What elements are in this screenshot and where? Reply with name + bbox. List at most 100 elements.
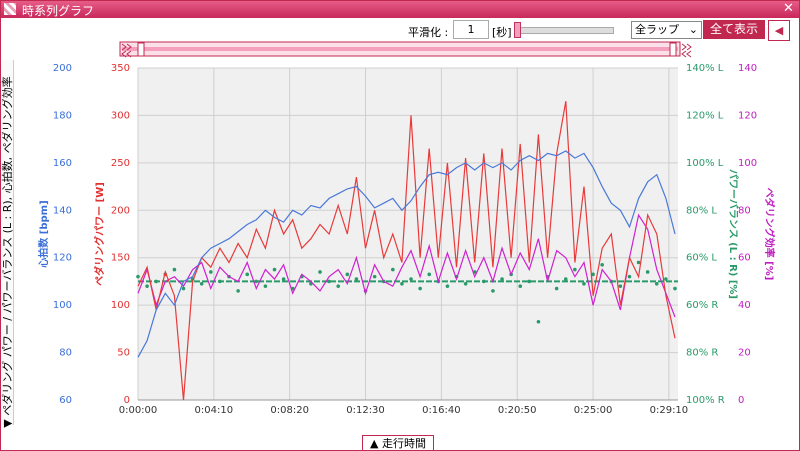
balance-point: [336, 284, 341, 288]
y-tick-label: 250: [111, 158, 130, 169]
balance-point: [372, 274, 377, 279]
plot-area: [138, 68, 678, 400]
balance-point: [154, 279, 159, 284]
balance-point: [627, 274, 632, 279]
smoothing-input[interactable]: 1: [453, 20, 489, 39]
x-tick-label: 0:00:00: [119, 405, 158, 416]
y-tick-label: 180: [53, 110, 72, 121]
balance-point: [645, 270, 650, 274]
balance-point: [591, 272, 595, 277]
x-tick-label: 0:16:40: [422, 405, 461, 416]
back-button[interactable]: ◀: [768, 20, 790, 41]
side-tab[interactable]: [0, 60, 14, 425]
balance-point: [527, 279, 532, 284]
x-tick-label: 0:20:50: [498, 405, 537, 416]
axis-title: ペダリングパワー [W]: [93, 182, 106, 286]
balance-point: [209, 270, 213, 274]
range-handle-left[interactable]: [137, 42, 145, 57]
window-title: 時系列グラフ: [22, 4, 95, 18]
balance-point: [272, 267, 277, 272]
series-line: [137, 101, 676, 401]
series-line: [137, 150, 676, 358]
balance-point: [199, 282, 204, 286]
y-tick-label: 100% L: [686, 158, 724, 169]
y-tick-label: 200: [53, 63, 72, 74]
balance-point: [409, 277, 413, 281]
y-tick-label: 100: [53, 300, 72, 311]
close-button[interactable]: ✕: [783, 1, 794, 16]
balance-point: [281, 277, 286, 281]
y-tick-label: 0: [124, 395, 130, 406]
lap-select-text: 全ラップ: [635, 23, 679, 36]
window-icon: [4, 3, 16, 15]
balance-point: [445, 284, 450, 288]
y-tick-label: 300: [111, 110, 130, 121]
balance-point: [172, 267, 177, 272]
balance-point: [327, 279, 331, 284]
balance-point: [391, 267, 395, 272]
balance-point: [654, 282, 659, 286]
balance-point: [345, 272, 350, 277]
smoothing-unit: [秒]: [492, 26, 512, 39]
balance-point: [427, 272, 432, 277]
balance-point: [554, 286, 559, 291]
balance-point: [636, 260, 641, 265]
balance-point: [354, 277, 359, 281]
y-tick-label: 60% R: [686, 300, 718, 311]
balance-point: [181, 286, 186, 291]
y-tick-label: 60: [738, 253, 751, 264]
balance-point: [491, 289, 495, 293]
balance-point: [518, 284, 523, 288]
range-arrows-right[interactable]: [681, 43, 692, 58]
lap-select[interactable]: 全ラップ ⌄: [631, 21, 702, 39]
balance-point: [664, 277, 668, 281]
balance-point: [536, 319, 541, 324]
balance-point: [263, 284, 268, 288]
x-tick-label: 0:12:30: [346, 405, 385, 416]
bottom-tab[interactable]: ▲ 走行時間: [362, 435, 434, 451]
balance-point: [618, 284, 623, 288]
y-tick-label: 80% R: [686, 348, 718, 359]
y-tick-label: 160: [53, 158, 72, 169]
slider-handle[interactable]: [514, 22, 521, 38]
y-tick-label: 120% L: [686, 110, 724, 121]
x-tick-label: 0:29:10: [650, 405, 689, 416]
balance-point: [673, 286, 677, 291]
y-tick-label: 140: [738, 63, 757, 74]
select-arrow: ⌄: [688, 23, 698, 36]
y-tick-label: 100: [738, 158, 757, 169]
y-tick-label: 140% L: [686, 63, 724, 74]
y-tick-label: 100: [111, 300, 130, 311]
y-tick-label: 150: [111, 253, 130, 264]
balance-point: [318, 270, 322, 274]
x-tick-label: 0:08:20: [270, 405, 309, 416]
y-tick-label: 140: [53, 205, 72, 216]
y-tick-label: 60% L: [686, 253, 717, 264]
series-line: [137, 213, 676, 318]
y-tick-label: 20: [738, 348, 751, 359]
balance-point: [582, 282, 586, 286]
range-handle-right[interactable]: [669, 42, 677, 57]
balance-point: [236, 289, 240, 293]
y-tick-label: 350: [111, 63, 130, 74]
balance-point: [218, 279, 222, 284]
range-fill: [122, 47, 678, 51]
y-tick-label: 80: [738, 205, 751, 216]
balance-point: [600, 263, 604, 267]
range-arrows-left[interactable]: [121, 43, 132, 58]
balance-point: [136, 274, 140, 279]
balance-point: [254, 279, 259, 284]
x-tick-label: 0:25:00: [574, 405, 613, 416]
y-tick-label: 100% R: [686, 395, 725, 406]
axis-title: パワーバランス (L : R) [%]: [727, 169, 739, 299]
balance-point: [145, 284, 149, 288]
show-all-button[interactable]: 全て表示: [703, 20, 765, 39]
balance-point: [500, 277, 504, 281]
y-tick-label: 50: [117, 348, 130, 359]
y-tick-label: 120: [738, 110, 757, 121]
smoothing-label: 平滑化 :: [408, 26, 449, 39]
y-tick-label: 200: [111, 205, 130, 216]
balance-point: [245, 272, 250, 277]
y-tick-label: 80% L: [686, 205, 717, 216]
axis-title: 心拍数 [bpm]: [37, 200, 50, 267]
